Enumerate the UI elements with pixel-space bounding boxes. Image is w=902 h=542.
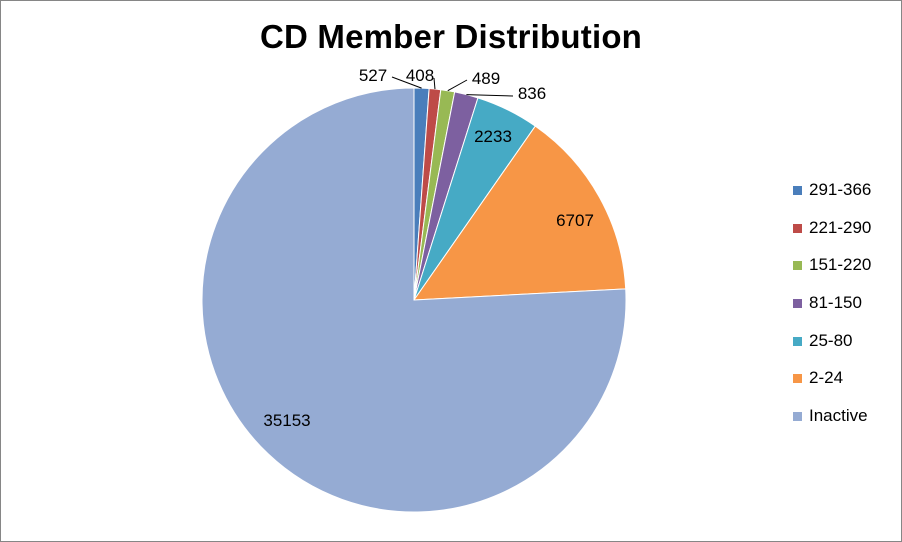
data-label: 408 xyxy=(406,66,434,85)
data-label: 6707 xyxy=(556,211,594,230)
chart-title: CD Member Distribution xyxy=(259,18,643,55)
data-label: 527 xyxy=(359,66,387,85)
data-label: 35153 xyxy=(263,411,310,430)
data-label: 489 xyxy=(472,69,500,88)
data-label: 2233 xyxy=(474,127,512,146)
legend-label: 2-24 xyxy=(809,368,844,388)
legend-swatch xyxy=(793,374,802,384)
legend-swatch xyxy=(793,186,802,195)
legend-label: 25-80 xyxy=(809,330,853,350)
data-labels: 527 408 489 836 2233 6707 35153 xyxy=(263,66,594,430)
legend-item: 81-150 xyxy=(793,293,871,331)
pie-slice-2-24 xyxy=(413,125,627,301)
leader-line xyxy=(391,76,422,89)
leader-line xyxy=(447,79,468,92)
pie-slice-inactive xyxy=(201,87,627,513)
legend-item: 151-220 xyxy=(793,255,871,293)
legend-label: 81-150 xyxy=(809,293,862,313)
legend-label: Inactive xyxy=(809,406,868,426)
chart-legend: 291-366 221-290 151-220 81-150 25-80 2-24 Inac… xyxy=(793,180,871,444)
legend-label: 221-290 xyxy=(809,217,872,237)
legend-item: 2-24 xyxy=(793,368,871,406)
legend-label: 151-220 xyxy=(809,255,872,275)
legend-swatch xyxy=(793,299,802,309)
pie-slices xyxy=(201,87,627,513)
legend-item: 291-366 xyxy=(793,180,871,218)
legend-label: 291-366 xyxy=(809,180,872,199)
legend-item: 221-290 xyxy=(793,218,871,256)
legend-item: 25-80 xyxy=(793,331,871,369)
legend-swatch xyxy=(793,336,802,346)
leader-line xyxy=(466,94,514,97)
leader-lines xyxy=(391,76,514,97)
legend-swatch xyxy=(793,412,802,422)
legend-item: Inactive xyxy=(793,406,871,444)
legend-swatch xyxy=(793,261,802,271)
data-label: 836 xyxy=(518,84,546,103)
leader-line xyxy=(433,77,436,90)
legend-swatch xyxy=(793,223,802,233)
